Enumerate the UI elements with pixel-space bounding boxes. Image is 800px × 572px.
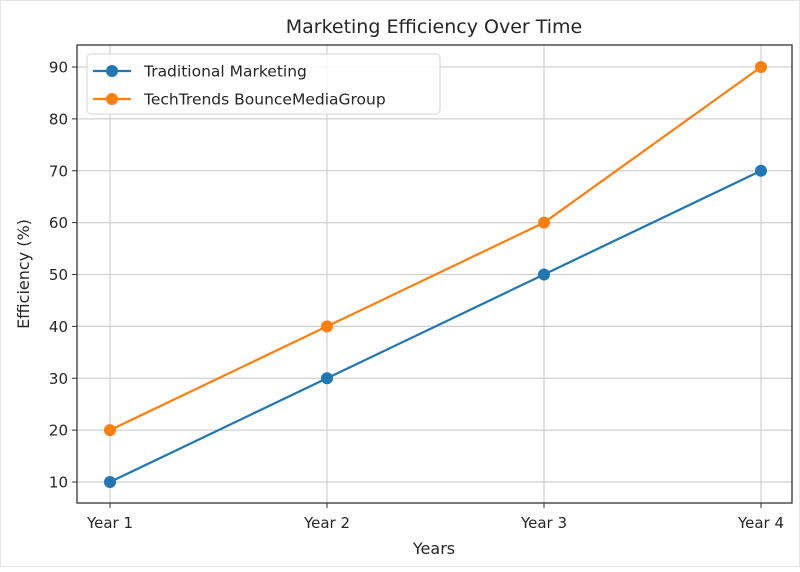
data-point-marker [755, 164, 767, 177]
y-tick-label: 30 [49, 370, 68, 388]
y-tick-label: 90 [49, 59, 68, 77]
series-line [109, 169, 762, 483]
series-techtrends-bouncemediagroup [104, 61, 767, 437]
chart-title: Marketing Efficiency Over Time [286, 16, 583, 38]
y-tick-label: 70 [49, 162, 68, 180]
x-tick-label: Year 3 [520, 514, 567, 532]
y-tick-label: 20 [49, 422, 68, 440]
legend-label: Traditional Marketing [143, 63, 307, 81]
data-point-marker [755, 61, 767, 73]
data-point-marker [104, 424, 116, 437]
y-tick-label: 10 [49, 474, 68, 492]
series-traditional-marketing [104, 164, 767, 488]
data-point-marker [538, 216, 550, 229]
x-axis-ticks: Year 1 Year 2 Year 3 Year 4 [86, 503, 784, 532]
x-tick-label: Year 4 [737, 514, 784, 532]
legend-item: TechTrends BounceMediaGroup [93, 91, 386, 109]
y-tick-label: 50 [49, 266, 68, 284]
x-tick-label: Year 1 [86, 514, 133, 532]
x-axis-label: Years [412, 539, 455, 558]
series-group [104, 61, 767, 488]
legend-marker-icon [106, 65, 118, 77]
y-axis-label: Efficiency (%) [14, 219, 33, 329]
legend-item: Traditional Marketing [93, 63, 307, 81]
legend-box [86, 53, 441, 115]
data-point-marker [104, 476, 116, 488]
y-axis-ticks: 10 20 30 40 50 60 70 80 90 [49, 59, 77, 492]
data-point-marker [538, 268, 550, 281]
data-point-marker [321, 320, 333, 333]
x-tick-label: Year 2 [303, 514, 350, 532]
legend: Traditional Marketing TechTrends BounceMe… [86, 53, 441, 115]
y-tick-label: 60 [49, 214, 68, 232]
y-tick-label: 80 [49, 110, 68, 128]
y-tick-label: 40 [49, 318, 68, 336]
legend-marker-icon [106, 93, 118, 105]
legend-label: TechTrends BounceMediaGroup [143, 91, 386, 109]
data-point-marker [321, 372, 333, 385]
series-line [109, 66, 762, 432]
